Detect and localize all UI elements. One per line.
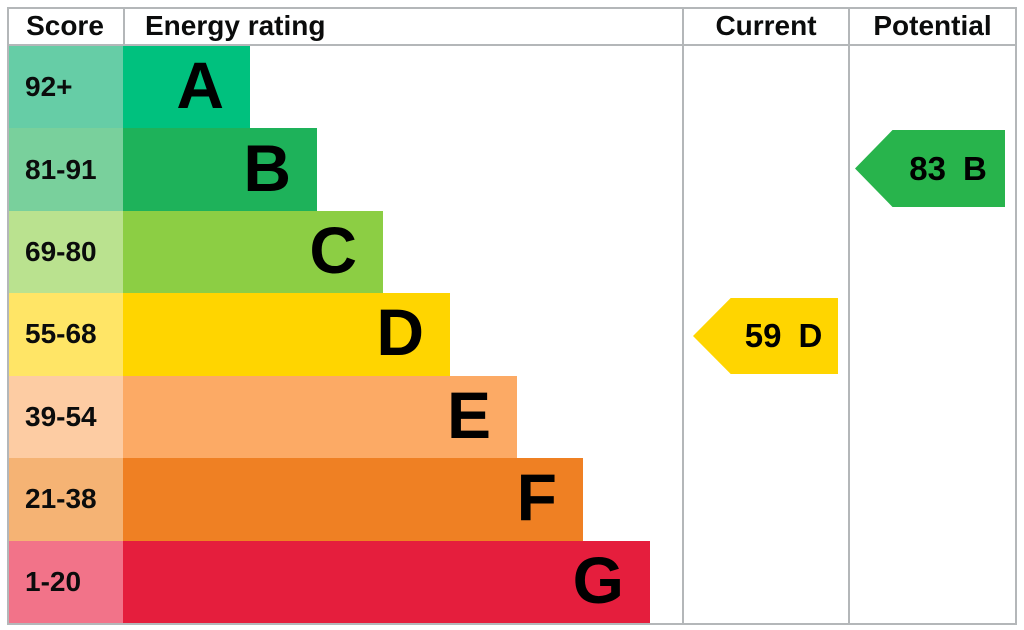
score-range-b: 81-91 (9, 128, 123, 211)
band-bar-g: G (123, 540, 650, 623)
table-border-top (7, 7, 1017, 9)
band-bar-c: C (123, 210, 383, 294)
header-score: Score (26, 9, 104, 41)
band-letter-c: C (309, 213, 357, 288)
band-letter-f: F (516, 460, 557, 535)
band-row-e: 39-54 E (9, 375, 1015, 459)
band-bar-e: E (123, 375, 517, 459)
header-energy-rating: Energy rating (145, 9, 326, 41)
current-band-letter: D (798, 317, 823, 354)
band-bar-f: F (123, 458, 583, 541)
current-score-value: 59 (744, 317, 782, 354)
current-column-divider (682, 7, 684, 625)
potential-band-letter: B (962, 149, 987, 187)
band-row-f: 21-38 F (9, 458, 1015, 541)
band-letter-g: G (572, 542, 624, 617)
table-border-right (1015, 7, 1017, 625)
potential-score-value: 83 (909, 149, 946, 187)
potential-column-divider (848, 7, 850, 625)
score-range-e: 39-54 (9, 375, 123, 459)
header-divider (7, 44, 1017, 46)
header-potential: Potential (873, 9, 992, 41)
table-border-left (7, 7, 9, 625)
score-range-d: 55-68 (9, 293, 123, 376)
score-range-f: 21-38 (9, 458, 123, 541)
score-range-c: 69-80 (9, 210, 123, 294)
score-column-divider (123, 7, 125, 44)
score-range-label: 21-38 (25, 483, 97, 515)
band-row-g: 1-20 G (9, 540, 1015, 623)
band-letter-d: D (376, 295, 424, 370)
score-range-label: 55-68 (25, 318, 97, 350)
band-bar-d: D (123, 293, 450, 376)
band-bar-a: A (123, 46, 250, 129)
score-range-label: 69-80 (25, 236, 97, 268)
band-row-c: 69-80 C (9, 210, 1015, 294)
score-range-label: 39-54 (25, 400, 97, 432)
header-current: Current (715, 9, 817, 41)
band-letter-b: B (243, 130, 291, 205)
band-row-d: 55-68 D (9, 293, 1015, 376)
score-range-a: 92+ (9, 46, 123, 129)
band-rows: 92+ A 81-91 B 69-80 C 55-68 (9, 46, 1015, 623)
band-letter-a: A (176, 48, 224, 123)
score-range-label: 81-91 (25, 153, 97, 185)
score-range-label: 1-20 (25, 565, 82, 597)
band-letter-e: E (446, 377, 491, 452)
epc-rating-chart: Score Energy rating Current Potential 92… (7, 7, 1017, 625)
score-range-g: 1-20 (9, 540, 123, 623)
band-row-b: 81-91 B (9, 128, 1015, 211)
score-range-label: 92+ (25, 71, 73, 103)
table-border-bottom (7, 623, 1017, 625)
band-bar-b: B (123, 128, 317, 211)
band-row-a: 92+ A (9, 46, 1015, 129)
